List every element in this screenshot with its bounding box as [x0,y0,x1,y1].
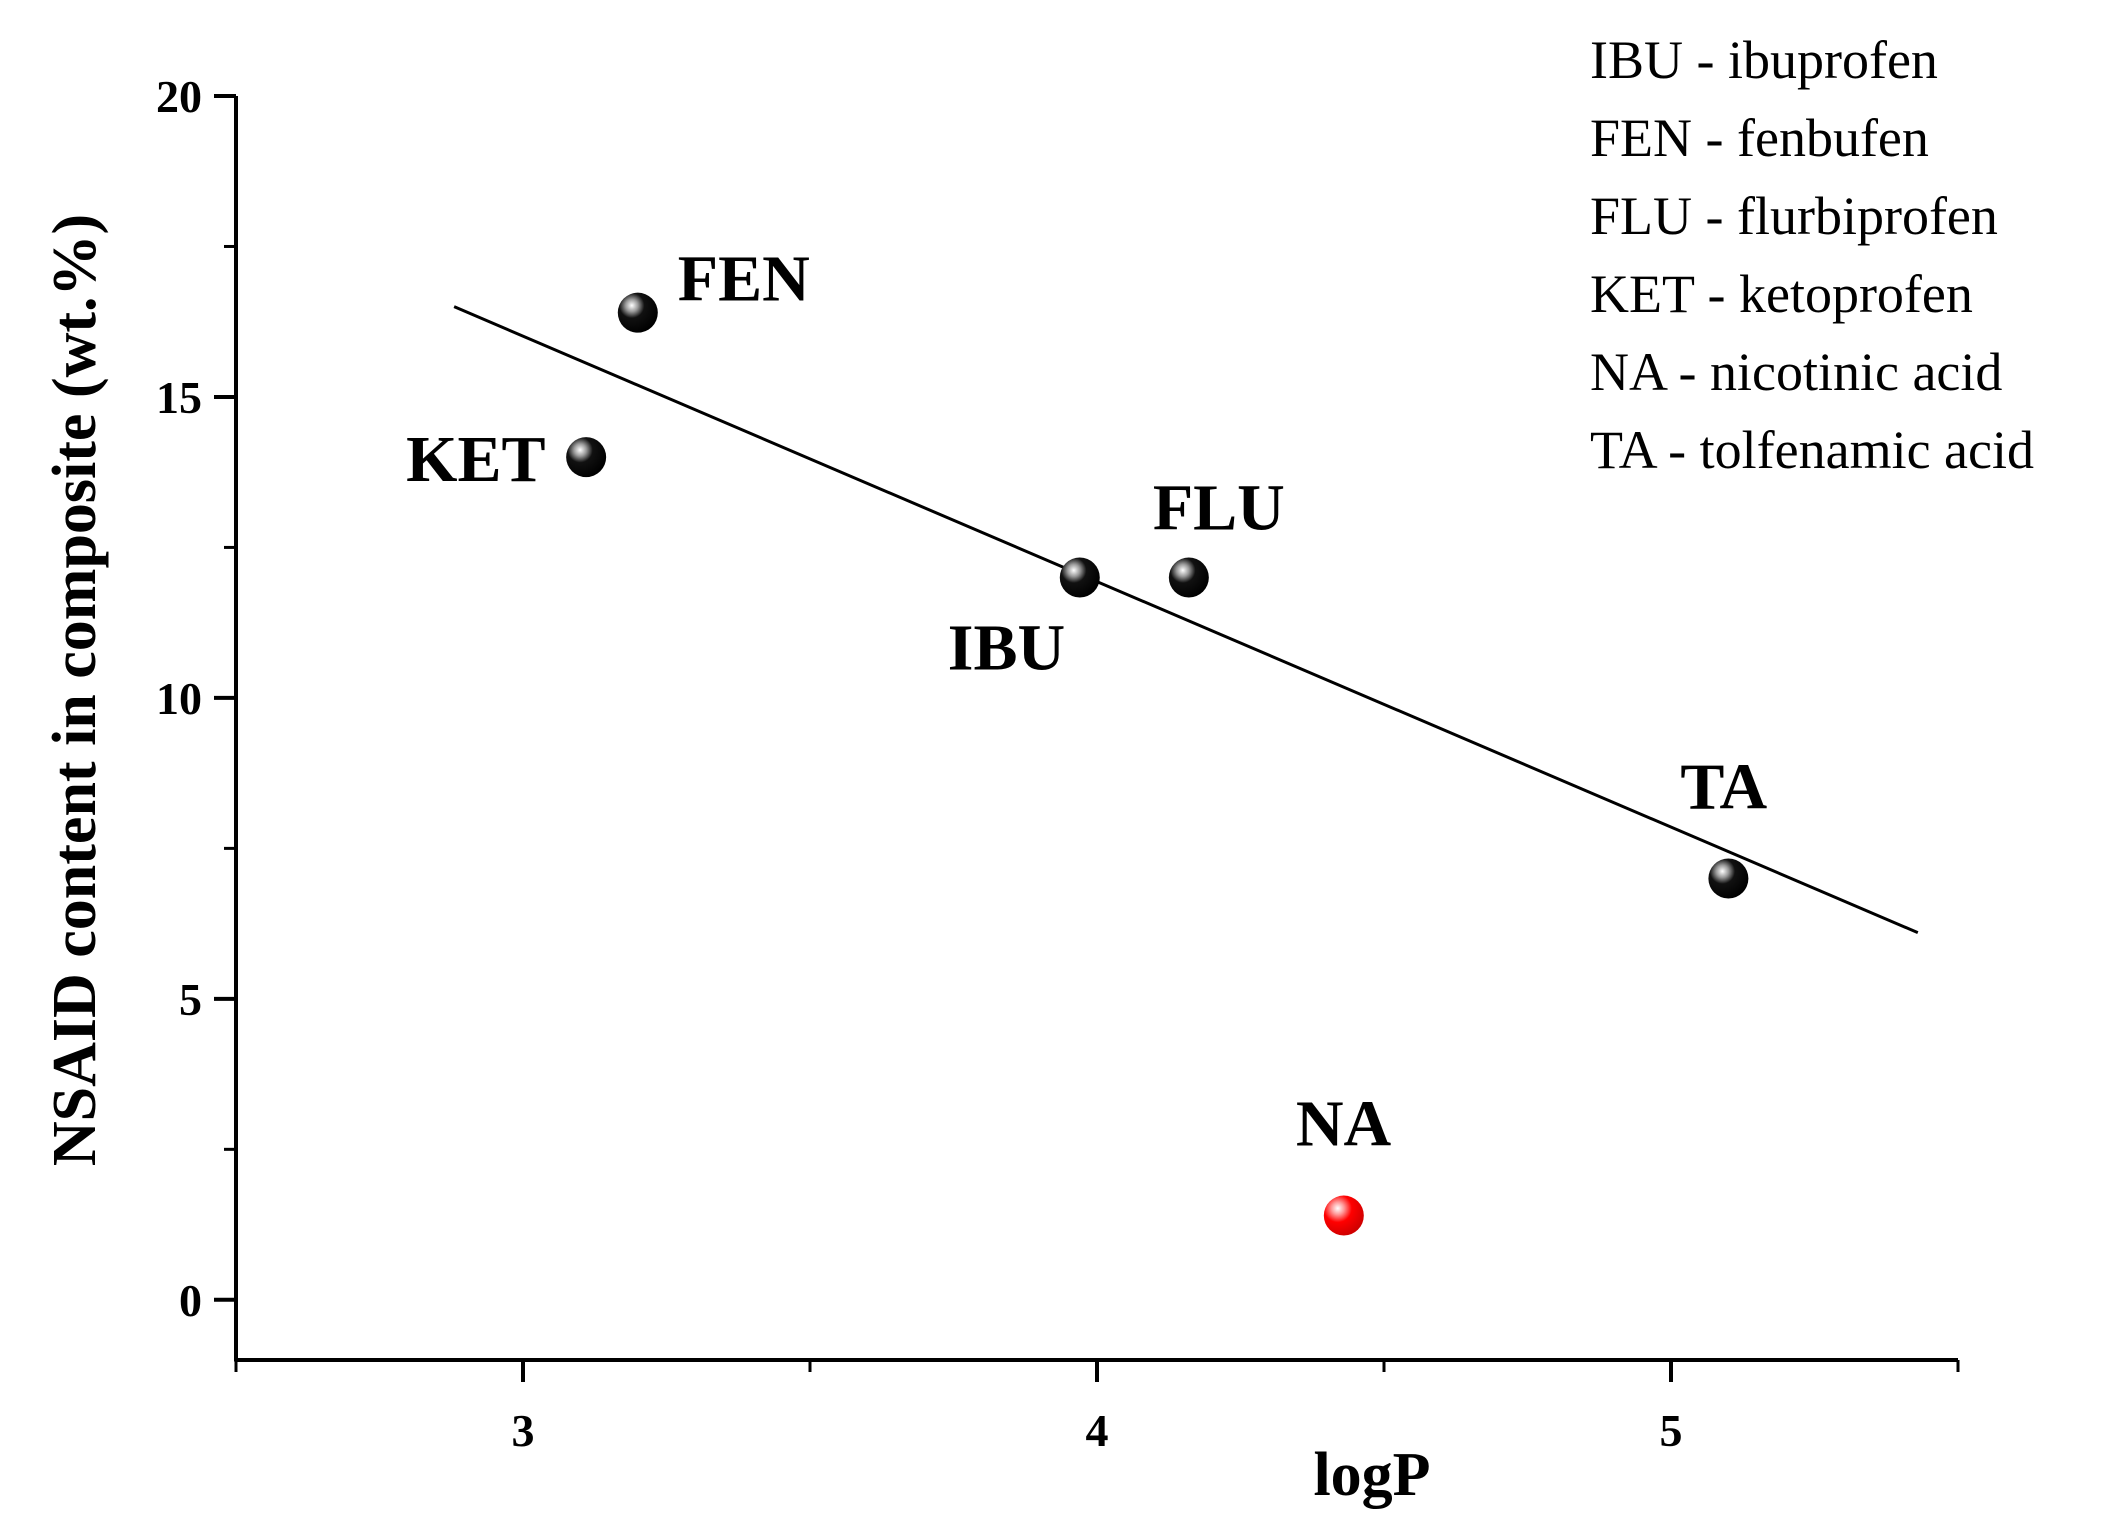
point-label-fen: FEN [678,243,810,316]
ticks: 0 5 10 15 20 3 4 5 [156,71,1960,1456]
legend-entry: FLU - flurbiprofen [1590,186,1998,246]
point-label-na: NA [1296,1088,1392,1161]
point-label-ibu: IBU [948,612,1065,685]
y-tick-label: 0 [179,1275,202,1326]
fit-line-group [453,305,1919,935]
point-label-flu: FLU [1153,472,1285,545]
point-label-ta: TA [1680,750,1767,823]
legend-entry: TA - tolfenamic acid [1590,420,2034,480]
data-point-ibu [1059,557,1100,598]
x-tick-label: 3 [512,1405,535,1456]
data-point-ket [566,437,607,478]
data-point-flu [1168,557,1209,598]
legend-entry: FEN - fenbufen [1590,108,1929,168]
legend-entry: KET - ketoprofen [1590,264,1973,324]
x-tick-label: 4 [1086,1405,1109,1456]
data-point-ta [1708,858,1749,899]
y-tick-label: 15 [156,372,202,423]
legend-entry: IBU - ibuprofen [1590,30,1938,90]
legend-entry: NA - nicotinic acid [1590,342,2002,402]
data-points [566,292,1749,1236]
point-label-ket: KET [406,423,545,496]
x-tick-label: 5 [1660,1405,1683,1456]
x-axis-title: logP [1313,1441,1430,1509]
fit-line [453,305,1919,935]
data-point-fen [617,292,658,333]
y-tick-label: 5 [179,974,202,1025]
legend: IBU - ibuprofen FEN - fenbufen FLU - flurb… [1590,30,2034,480]
point-labels: IBU FEN FLU KET NA TA [406,243,1767,1161]
y-axis-title: NSAID content in composite (wt.%) [41,214,109,1166]
data-point-na [1323,1195,1364,1236]
y-tick-label: 10 [156,673,202,724]
y-tick-label: 20 [156,71,202,122]
